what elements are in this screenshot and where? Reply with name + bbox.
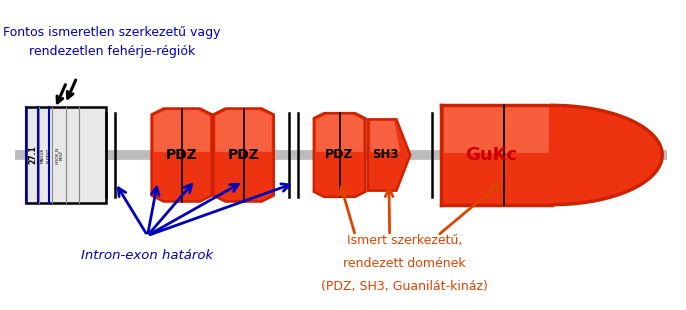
Polygon shape	[215, 110, 272, 152]
Text: PDZ: PDZ	[166, 148, 198, 162]
Circle shape	[442, 105, 662, 205]
Text: rendezett domének: rendezett domének	[344, 257, 466, 270]
Text: Ismert szerkezetű,: Ismert szerkezetű,	[347, 234, 462, 247]
FancyBboxPatch shape	[440, 105, 552, 205]
Polygon shape	[314, 113, 365, 197]
Polygon shape	[154, 110, 210, 152]
Text: GuKc: GuKc	[466, 146, 517, 164]
Text: (PDZ, SH3, Guanilát-kináz): (PDZ, SH3, Guanilát-kináz)	[321, 280, 488, 293]
Polygon shape	[213, 108, 274, 202]
Text: MAGUK
N_PEST: MAGUK N_PEST	[41, 147, 49, 163]
FancyBboxPatch shape	[445, 107, 549, 153]
Text: Intron-exon határok: Intron-exon határok	[82, 249, 213, 262]
Text: SH3: SH3	[372, 148, 399, 162]
Text: HOOK_N
PEST: HOOK_N PEST	[55, 146, 63, 164]
Polygon shape	[368, 119, 410, 191]
Polygon shape	[152, 108, 212, 202]
Polygon shape	[316, 115, 364, 152]
Text: PDZ: PDZ	[228, 148, 259, 162]
Text: Fontos ismeretlen szerkezetű vagy: Fontos ismeretlen szerkezetű vagy	[3, 26, 221, 39]
Text: 27.1: 27.1	[28, 146, 37, 164]
Text: rendezetlen fehérje-régiók: rendezetlen fehérje-régiók	[29, 45, 195, 58]
Polygon shape	[370, 121, 400, 152]
FancyBboxPatch shape	[26, 107, 106, 203]
Text: PDZ: PDZ	[325, 148, 354, 162]
